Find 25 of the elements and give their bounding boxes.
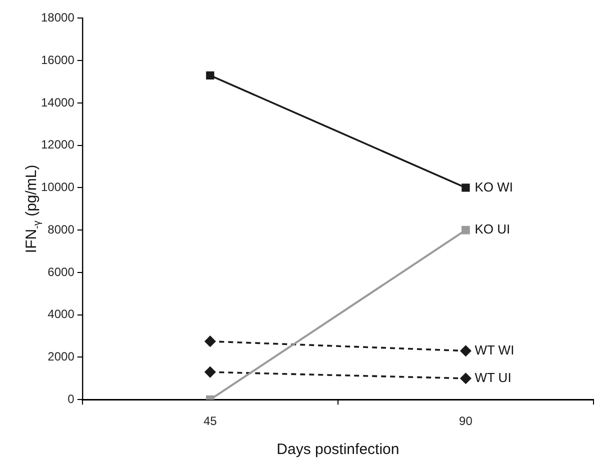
y-tick-label: 2000: [48, 350, 75, 364]
x-tick-label: 45: [203, 414, 218, 428]
point: [462, 226, 470, 234]
series-label: KO UI: [474, 222, 510, 237]
y-tick-label: 16000: [40, 52, 75, 67]
series-label: KO WI: [474, 179, 513, 194]
x-tick-label: 90: [459, 414, 473, 428]
y-tick-label: 10000: [40, 180, 75, 194]
y-tick-label: 18000: [40, 10, 75, 25]
y-tick-label: 12000: [40, 138, 75, 152]
point: [462, 184, 470, 192]
y-tick-label: 4000: [48, 307, 75, 322]
point: [204, 336, 216, 347]
y-tick-label: 6000: [48, 264, 75, 279]
y-axis-title: IFN-γ (pg/mL): [23, 164, 43, 254]
point: [204, 366, 216, 378]
series-label: WT UI: [474, 370, 512, 385]
point: [206, 71, 214, 80]
x-axis-title: Days postinfection: [276, 441, 400, 458]
y-tick-label: 8000: [48, 222, 75, 236]
y-tick-label: 14000: [40, 95, 75, 110]
y-tick-label: 0: [68, 392, 75, 406]
point: [460, 345, 472, 356]
series-label: WT WI: [474, 342, 514, 358]
point: [460, 373, 472, 384]
